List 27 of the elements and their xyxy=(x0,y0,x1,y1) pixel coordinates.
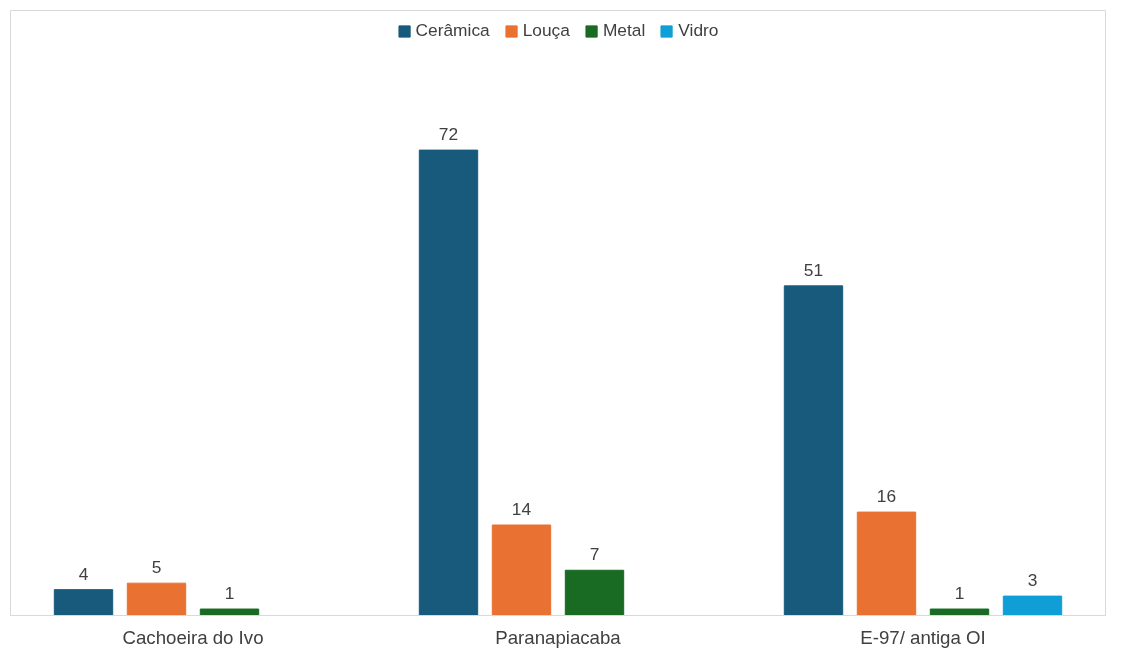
data-label: 4 xyxy=(78,563,89,584)
legend-label: Vidro xyxy=(678,20,719,41)
data-label: 5 xyxy=(151,557,162,578)
data-label: 16 xyxy=(876,486,897,507)
bar xyxy=(1002,595,1063,616)
data-label: 3 xyxy=(1027,570,1038,591)
data-label: 14 xyxy=(511,499,532,520)
bar xyxy=(491,524,552,616)
x-tick-label: E-97/ antiga OI xyxy=(860,626,986,648)
legend-label: Louça xyxy=(522,20,570,41)
bar xyxy=(783,285,844,616)
x-tick-label: Paranapiacaba xyxy=(495,626,622,648)
bar xyxy=(856,511,917,616)
data-label: 1 xyxy=(954,583,965,604)
bar xyxy=(929,608,990,616)
bar xyxy=(564,569,625,616)
legend-label: Cerâmica xyxy=(415,20,490,41)
x-tick-label: Cachoeira do Ivo xyxy=(122,626,264,648)
bar xyxy=(126,582,187,616)
data-label: 72 xyxy=(438,124,459,145)
bar xyxy=(418,149,479,616)
data-label: 1 xyxy=(224,583,235,604)
data-label: 51 xyxy=(803,259,824,280)
data-label: 7 xyxy=(589,544,600,565)
bar xyxy=(53,589,114,616)
legend-label: Metal xyxy=(602,20,646,41)
bar xyxy=(199,608,260,616)
